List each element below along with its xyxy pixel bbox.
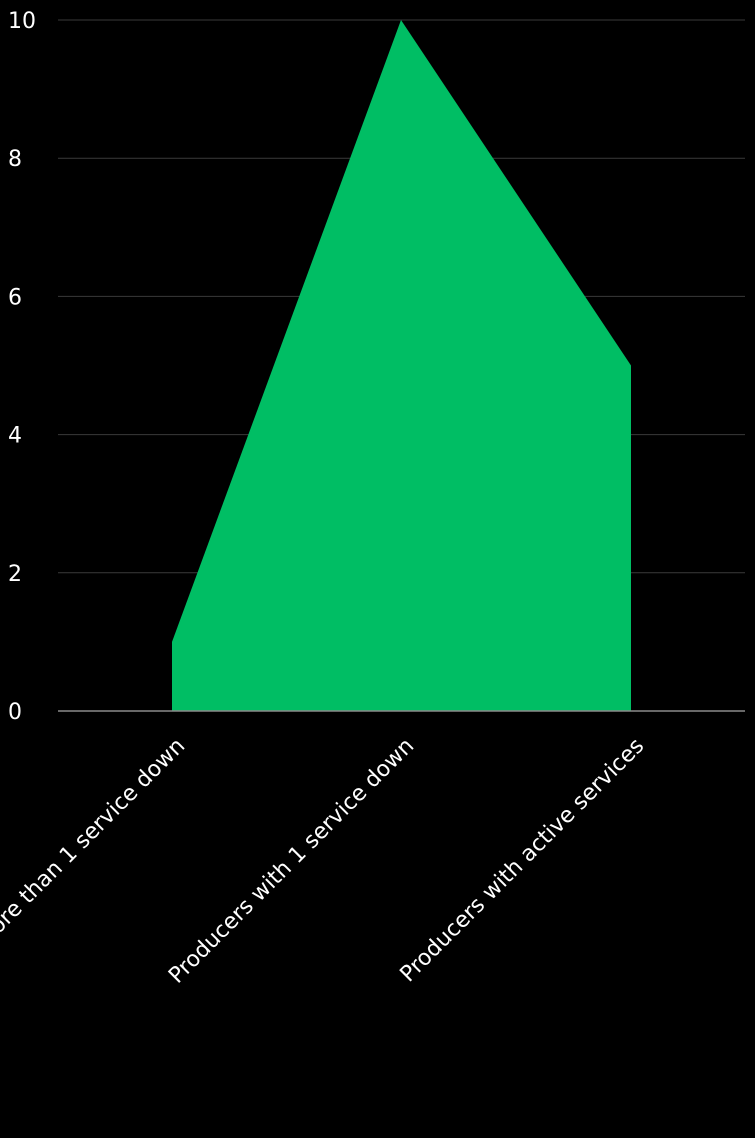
x-tick-label-2: Producers with active services <box>396 734 650 988</box>
y-tick-label-2: 2 <box>8 562 22 587</box>
y-tick-label-0: 0 <box>8 700 22 725</box>
area-layer <box>172 20 631 711</box>
y-tick-label-6: 6 <box>8 285 22 310</box>
y-tick-label-10: 10 <box>8 9 36 34</box>
y-tick-label-4: 4 <box>8 424 22 449</box>
y-tick-label-8: 8 <box>8 147 22 172</box>
x-tick-label-1: Producers with 1 service down <box>164 734 419 989</box>
x-tick-label-0: Producers with more than 1 service down <box>0 734 190 1075</box>
area-series <box>172 20 631 711</box>
